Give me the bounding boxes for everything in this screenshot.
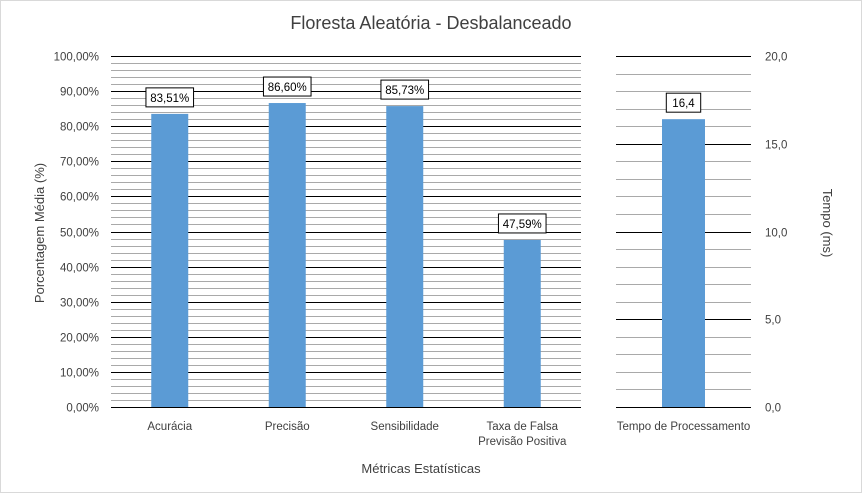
x-axis-title: Métricas Estatísticas: [361, 461, 481, 476]
right-y-tick-label: 10,0: [765, 228, 787, 240]
data-label-box: [145, 87, 195, 108]
bar: [503, 239, 541, 407]
data-label: 86,60%: [268, 82, 307, 94]
left-y-tick-label: 60,00%: [60, 192, 99, 204]
category-label: Tempo de Processamento: [617, 421, 751, 433]
data-label: 83,51%: [150, 93, 189, 105]
left-y-tick-label: 80,00%: [60, 122, 99, 134]
left-y-tick-label: 40,00%: [60, 263, 99, 275]
data-label-box: [665, 92, 702, 113]
left-y-tick-label: 50,00%: [60, 228, 99, 240]
right-y-tick-label: 5,0: [765, 315, 781, 327]
right-y-axis-title: Tempo (ms): [820, 189, 835, 258]
category-label: Sensibilidade: [371, 421, 439, 433]
category-label: Precisão: [265, 421, 310, 433]
data-label: 47,59%: [503, 219, 542, 231]
plot-panels: 0,00% 10,00% 20,00% 30,00% 40,00% 50,00% 60,00…: [54, 52, 788, 449]
right-y-tick-label: 20,0: [765, 52, 787, 64]
left-y-tick-label: 90,00%: [60, 87, 99, 99]
right-y-tick-label: 15,0: [765, 140, 787, 152]
category-label: Acurácia: [147, 421, 192, 433]
bar: [386, 106, 424, 407]
chart-title: Floresta Aleatória - Desbalanceado: [290, 13, 571, 33]
left-y-tick-label: 70,00%: [60, 157, 99, 169]
data-label-box: [380, 79, 430, 100]
category-label: Taxa de Falsa: [486, 421, 558, 433]
bar: [662, 119, 705, 408]
left-y-tick-label: 10,00%: [60, 368, 99, 380]
data-label-box: [497, 213, 547, 234]
data-label-box: [262, 76, 312, 97]
left-y-tick-label: 20,00%: [60, 333, 99, 345]
left-y-tick-label: 0,00%: [66, 403, 99, 415]
category-label: Previsão Positiva: [478, 436, 567, 448]
data-label: 16,4: [672, 98, 695, 110]
right-y-tick-label: 0,0: [765, 403, 781, 415]
left-y-tick-label: 100,00%: [54, 52, 99, 64]
bar: [151, 113, 189, 408]
left-y-axis-title: Porcentagem Média (%): [32, 163, 47, 303]
data-label: 85,73%: [385, 85, 424, 97]
left-y-tick-label: 30,00%: [60, 298, 99, 310]
bar: [268, 103, 306, 407]
